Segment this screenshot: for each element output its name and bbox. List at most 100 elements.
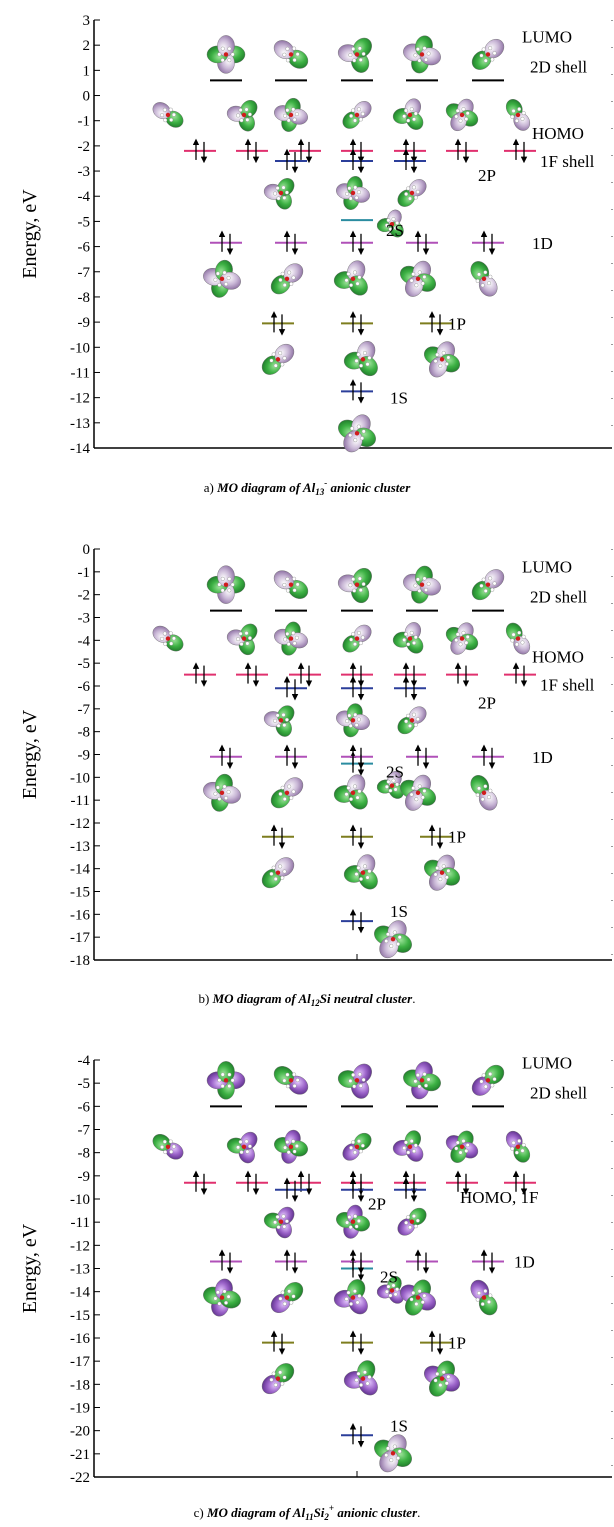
level-1d bbox=[406, 230, 438, 256]
lumo-orbital bbox=[337, 1063, 372, 1099]
homo-level bbox=[394, 138, 426, 164]
homo-level bbox=[341, 138, 373, 164]
y-tick-label: -18 bbox=[70, 1377, 90, 1393]
level-1p bbox=[341, 824, 373, 849]
orbital-1d bbox=[270, 263, 304, 295]
homo-orbital bbox=[505, 622, 531, 655]
y-axis-label: Energy, eV bbox=[19, 189, 41, 279]
y-tick-label: -21 bbox=[70, 1447, 90, 1463]
label-1d: 1D bbox=[532, 234, 553, 253]
orbital-2p bbox=[263, 178, 295, 210]
y-tick-label: -12 bbox=[70, 816, 90, 832]
orbital-1p bbox=[261, 857, 295, 889]
caption-caption-main: MO diagram of Al bbox=[212, 991, 311, 1006]
level-1p bbox=[420, 1330, 452, 1355]
y-tick-label: -7 bbox=[78, 702, 91, 718]
y-tick-label: -3 bbox=[78, 164, 91, 180]
y-tick-label: -17 bbox=[70, 930, 90, 946]
level-2p bbox=[341, 148, 373, 174]
caption-caption-prefix: b) bbox=[199, 991, 213, 1006]
y-tick-label: -6 bbox=[78, 679, 91, 695]
homo-orbital bbox=[226, 1131, 258, 1164]
y-tick-label: -1 bbox=[78, 114, 91, 130]
y-tick-label: -15 bbox=[70, 1308, 90, 1324]
homo-level bbox=[289, 138, 321, 164]
y-tick-label: -20 bbox=[70, 1424, 90, 1440]
caption-caption-sub2: 2 bbox=[323, 1512, 329, 1522]
panel-b: 0 -1 -2 -3 -4 -5 -6 -7 -8 -9 -10 -11 -12 -13 -14 -15 -16… bbox=[19, 542, 613, 1008]
caption-caption-mid: Si bbox=[314, 1505, 325, 1520]
level-1p bbox=[341, 311, 373, 336]
level-1d bbox=[341, 744, 373, 770]
label-1s: 1S bbox=[390, 1416, 408, 1435]
y-tick-label: -12 bbox=[70, 1238, 90, 1254]
orbital-1s bbox=[338, 414, 376, 453]
orbital-2p bbox=[263, 705, 295, 737]
level-1d bbox=[275, 744, 307, 770]
label-1p: 1P bbox=[448, 828, 466, 847]
y-tick-label: -8 bbox=[78, 1146, 91, 1162]
y-tick-label: -17 bbox=[70, 1354, 90, 1370]
caption-caption-prefix: a) bbox=[204, 480, 217, 495]
level-1p bbox=[262, 824, 294, 849]
orbital-1p bbox=[424, 1360, 460, 1397]
lumo-orbital bbox=[273, 570, 309, 599]
label-2p: 2P bbox=[478, 166, 496, 185]
lumo-orbital bbox=[403, 565, 441, 604]
caption-caption-sub: 13 bbox=[315, 487, 325, 497]
caption-caption-rest: anionic cluster bbox=[334, 1505, 418, 1520]
orbital-1p bbox=[261, 1363, 295, 1395]
orbital-2s bbox=[376, 209, 404, 238]
homo-orbital bbox=[342, 101, 372, 129]
homo-level bbox=[446, 1170, 478, 1196]
y-tick-label: -19 bbox=[70, 1401, 90, 1417]
y-tick-label: -13 bbox=[70, 416, 90, 432]
homo-level bbox=[289, 662, 321, 687]
label-2s: 2S bbox=[386, 763, 404, 782]
homo-level bbox=[504, 662, 536, 687]
orbital-1p bbox=[261, 343, 295, 375]
orbital-1d bbox=[333, 1279, 368, 1315]
orbital-1d bbox=[203, 1278, 241, 1317]
orbital-2s bbox=[376, 771, 404, 799]
level-1p bbox=[341, 1330, 373, 1355]
homo-orbital bbox=[274, 1129, 308, 1164]
level-1d bbox=[275, 1249, 307, 1274]
caption-caption-rest: anionic cluster bbox=[327, 480, 411, 495]
homo-orbital bbox=[505, 99, 531, 131]
label-lumo: LUMO bbox=[522, 1053, 572, 1072]
caption-caption-rest: Si neutral cluster bbox=[320, 991, 413, 1006]
level-1d bbox=[210, 1249, 242, 1274]
level-2p bbox=[275, 1177, 307, 1202]
homo-orbital bbox=[445, 622, 479, 655]
homo-level bbox=[504, 138, 536, 164]
y-tick-label: -16 bbox=[70, 1331, 90, 1347]
orbital-1d bbox=[270, 1282, 304, 1313]
y-tick-label: -11 bbox=[71, 793, 90, 809]
orbital-1d bbox=[400, 260, 436, 297]
level-1d bbox=[210, 744, 242, 770]
y-tick-label: -14 bbox=[70, 441, 90, 457]
y-tick-label: -16 bbox=[70, 907, 90, 923]
y-tick-label: -9 bbox=[78, 1169, 91, 1185]
orbital-1p bbox=[424, 854, 460, 891]
homo-orbital bbox=[152, 1134, 184, 1160]
label-1f-shell: 1F shell bbox=[540, 676, 595, 695]
level-1d bbox=[472, 744, 504, 770]
level-2p bbox=[275, 676, 307, 701]
level-1d bbox=[341, 1249, 373, 1274]
level-1s bbox=[341, 1423, 373, 1448]
level-1d bbox=[341, 230, 373, 256]
y-tick-label: -9 bbox=[78, 315, 91, 331]
y-tick-label: -2 bbox=[78, 588, 91, 604]
y-tick-label: -5 bbox=[78, 656, 91, 672]
label-homo: HOMO bbox=[532, 124, 584, 143]
y-tick-label: -6 bbox=[78, 1099, 91, 1115]
orbital-2s bbox=[376, 1275, 404, 1304]
y-tick-label: -2 bbox=[78, 139, 91, 155]
level-1p bbox=[420, 311, 452, 336]
level-1s bbox=[341, 908, 373, 934]
homo-orbital bbox=[152, 625, 184, 652]
level-2p bbox=[394, 148, 426, 174]
y-tick-label: -5 bbox=[78, 214, 91, 230]
